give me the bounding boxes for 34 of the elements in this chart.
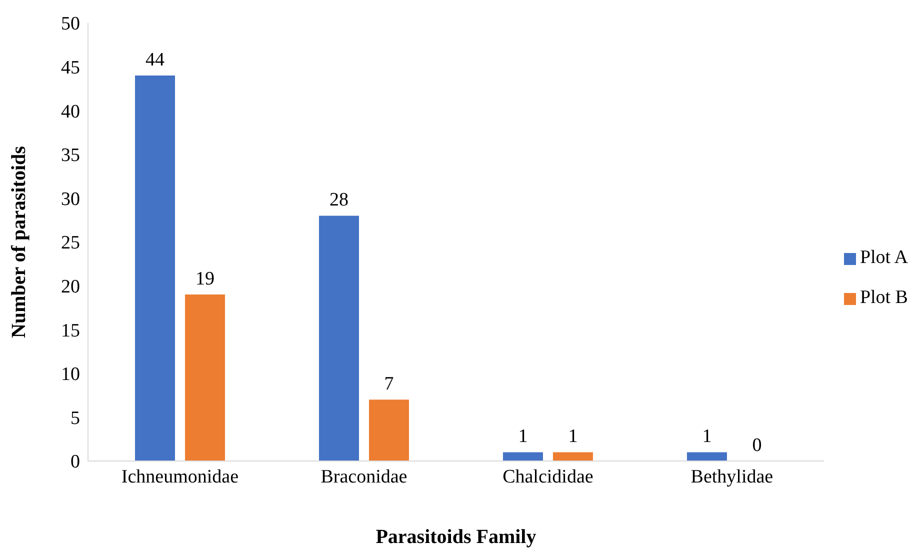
- y-tick-label: 15: [61, 320, 80, 342]
- y-axis-title: Number of parasitoids: [8, 146, 30, 338]
- data-label: 0: [752, 434, 762, 456]
- y-tick-label: 35: [61, 145, 80, 166]
- y-tick-label: 30: [61, 188, 80, 210]
- bar: [185, 294, 225, 461]
- x-tick-label: Ichneumonidae: [121, 466, 239, 488]
- data-label: 7: [384, 374, 394, 395]
- x-tick-label: Chalcididae: [502, 466, 594, 488]
- y-tick-label: 45: [61, 58, 80, 79]
- y-tick-label: 50: [61, 14, 80, 35]
- bar: [135, 76, 175, 461]
- x-axis-title: Parasitoids Family: [376, 526, 536, 548]
- x-tick-label: Braconidae: [320, 466, 408, 488]
- data-label: 1: [518, 426, 528, 448]
- legend-label: Plot A: [860, 247, 908, 268]
- data-label: 1: [568, 426, 578, 448]
- bar: [318, 216, 359, 461]
- bar: [552, 452, 593, 461]
- legend-label: Plot B: [860, 287, 908, 308]
- data-label: 1: [702, 426, 712, 448]
- data-label: 19: [196, 268, 214, 290]
- bar: [502, 452, 543, 461]
- y-tick-label: 5: [70, 408, 80, 429]
- y-tick-label: 40: [61, 101, 80, 122]
- data-label: 28: [329, 190, 348, 211]
- y-tick-label: 10: [61, 364, 80, 386]
- bar: [368, 400, 409, 461]
- data-label: 44: [146, 50, 165, 71]
- bar: [686, 452, 727, 461]
- x-tick-label: Bethylidae: [690, 466, 774, 488]
- y-tick-label: 0: [70, 452, 80, 473]
- y-tick-label: 20: [61, 276, 80, 298]
- y-tick-label: 25: [61, 232, 80, 254]
